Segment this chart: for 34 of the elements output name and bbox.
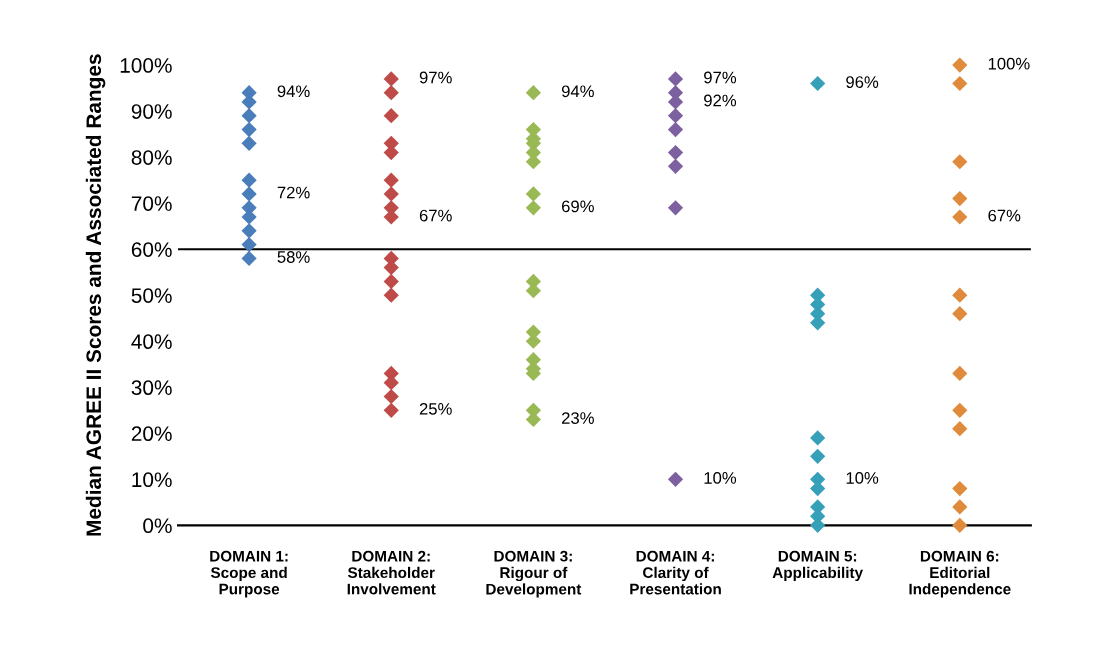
annotation: 67% (988, 209, 1021, 222)
annotation: 97% (704, 71, 737, 84)
annotation: 10% (846, 472, 879, 484)
annotation: 100% (988, 57, 1030, 70)
y-tick-label: 10% (132, 472, 172, 488)
x-tick-label: DOMAIN 4: Clarity of Presentation (630, 550, 721, 595)
y-tick-label: 20% (131, 426, 172, 442)
annotation: 25% (419, 402, 452, 415)
annotation: 97% (419, 71, 452, 84)
y-tick-label: 30% (131, 380, 172, 396)
x-tick-label: DOMAIN 3: Rigour of Development (486, 550, 582, 598)
annotation: 23% (562, 412, 594, 424)
annotation: 92% (704, 94, 737, 107)
annotation: 58% (277, 251, 310, 263)
annotation: 67% (419, 209, 452, 222)
annotation: 96% (846, 76, 879, 88)
y-tick-label: 70% (131, 196, 172, 211)
x-tick-label: DOMAIN 1: Scope and Purpose (210, 550, 288, 598)
annotation: 94% (277, 85, 310, 98)
annotation: 94% (561, 85, 594, 98)
y-tick-label: 40% (131, 334, 172, 350)
y-tick-label: 100% (120, 58, 172, 73)
annotation: 69% (562, 200, 594, 213)
x-tick-label: DOMAIN 6: Editorial Independence (909, 550, 1011, 598)
x-tick-label: DOMAIN 5: Applicability (772, 550, 863, 582)
y-axis-title: Median AGREE II Scores and Associated Ranges (85, 54, 106, 536)
x-tick-label: DOMAIN 2: Stakeholder Involvement (347, 550, 436, 595)
y-tick-label: 50% (131, 288, 172, 303)
y-tick-label: 90% (131, 104, 172, 119)
annotation: 10% (704, 472, 737, 484)
annotation: 72% (277, 186, 310, 199)
y-tick-label: 80% (131, 150, 172, 165)
y-tick-label: 0% (143, 518, 172, 534)
y-tick-label: 60% (131, 242, 172, 257)
